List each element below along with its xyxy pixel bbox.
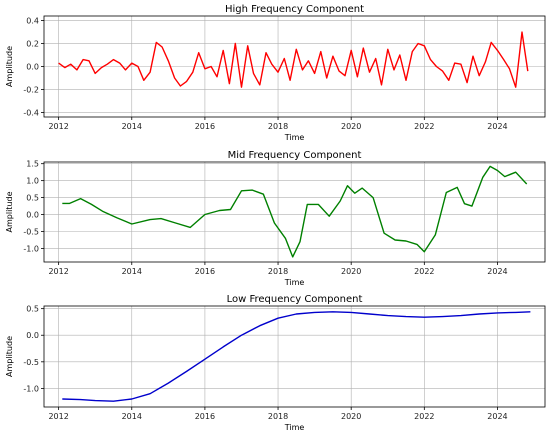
mid-y-tick-label: 1.5 [26,160,39,169]
low-frequency-series-line [62,311,531,402]
high-x-tick-label: 2020 [341,122,361,131]
high-x-tick-label: 2024 [487,122,507,131]
high-x-tick-label: 2014 [122,122,142,131]
low-x-tick-label: 2012 [48,412,68,421]
high-x-tick-label: 2016 [195,122,215,131]
mid-x-tick-label: 2020 [341,267,361,276]
high-y-axis-label: Amplitude [5,46,14,87]
mid-x-tick-label: 2018 [268,267,288,276]
high-frequency-panel: 2012 2014 2016 2018 2020 2022 2024 -0.4 -0.2 0.0 0… [5,4,546,142]
high-x-tick-label: 2022 [414,122,434,131]
mid-frequency-series-line [62,165,528,258]
mid-x-axis-label: Time [284,278,305,287]
low-x-tick-label: 2016 [195,412,215,421]
low-x-tick-label: 2024 [487,412,507,421]
mid-y-tick-label: -1.0 [23,244,39,253]
high-x-axis-label: Time [284,133,305,142]
mid-x-tick-label: 2014 [122,267,142,276]
mid-y-tick-label: 1.0 [26,177,39,186]
mid-y-tick-label: 0.0 [26,211,39,220]
mid-axes-frame [43,161,546,263]
high-chart-title: High Frequency Component [225,4,364,15]
low-x-axis-label: Time [284,423,305,432]
low-x-tick-label: 2014 [122,412,142,421]
low-x-tick-label: 2020 [341,412,361,421]
high-y-tick-label: 0.0 [26,63,39,72]
mid-x-tick-label: 2016 [195,267,215,276]
low-x-tick-label: 2018 [268,412,288,421]
low-axes-frame [43,305,546,408]
low-y-tick-label: 0.0 [26,331,39,340]
high-y-tick-label: 0.2 [26,40,39,49]
mid-frequency-panel: 2012 2014 2016 2018 2020 2022 2024 -1.0 -0.5 0.0 0… [5,150,546,287]
high-y-tick-label: -0.4 [23,108,39,117]
mid-x-tick-label: 2022 [414,267,434,276]
high-x-tick-label: 2012 [48,122,68,131]
low-y-tick-label: 0.5 [26,305,39,314]
mid-x-tick-label: 2024 [487,267,507,276]
low-frequency-panel: 2012 2014 2016 2018 2020 2022 2024 -1.0 -0.5 0.0 0… [5,294,546,432]
low-y-tick-label: -0.5 [23,358,39,367]
high-y-tick-label: 0.4 [26,17,39,26]
high-x-tick-label: 2018 [268,122,288,131]
mid-y-axis-label: Amplitude [5,191,14,232]
mid-y-tick-label: -0.5 [23,227,39,236]
high-frequency-series-line [58,31,529,88]
high-y-tick-label: -0.2 [23,85,39,94]
low-y-axis-label: Amplitude [5,336,14,377]
mid-chart-title: Mid Frequency Component [228,150,362,161]
low-chart-title: Low Frequency Component [227,294,363,305]
low-x-tick-label: 2022 [414,412,434,421]
mid-x-tick-label: 2012 [48,267,68,276]
mid-y-tick-label: 0.5 [26,194,39,203]
low-y-tick-label: -1.0 [23,384,39,393]
